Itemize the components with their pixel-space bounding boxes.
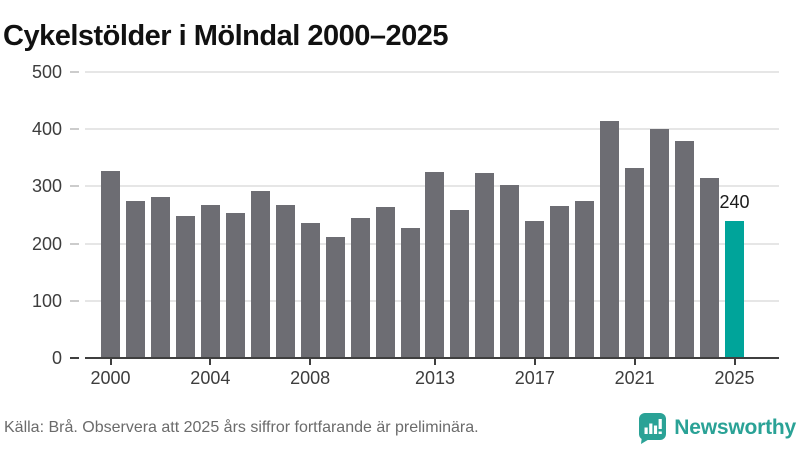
x-axis-label-2013: 2013 [414,368,455,388]
bar-2024 [700,178,720,358]
footer: Källa: Brå. Observera att 2025 års siffr… [4,410,796,446]
gridline-500 [85,71,779,73]
x-axis-label-2025: 2025 [714,368,755,388]
bar-2023 [675,140,695,358]
bar-2014 [450,209,470,358]
x-axis-tick-2013 [433,359,436,365]
bar-2006 [250,190,270,358]
source-note: Källa: Brå. Observera att 2025 års siffr… [4,419,479,436]
y-axis-label-100: 100 [31,290,62,311]
bar-2010 [350,217,370,358]
bar-2021 [625,167,645,358]
y-axis-tick-500 [70,71,79,73]
bar-2018 [550,205,570,358]
bar-2004 [200,205,220,358]
bar-2022 [650,128,670,358]
bar-2016 [500,185,520,358]
x-axis-tick-2017 [533,359,536,365]
x-axis-label-2008: 2008 [290,368,331,388]
y-axis-tick-0 [70,357,79,359]
bar-2000 [101,170,120,358]
y-axis-tick-200 [70,242,79,245]
bar-2007 [275,205,295,358]
bar-2003 [175,216,195,358]
x-axis-line [85,356,779,359]
x-axis-label-2004: 2004 [190,368,231,388]
y-axis-label-0: 0 [51,348,62,368]
y-axis-tick-300 [70,185,79,188]
bar-2008 [300,223,320,358]
bar-2020 [600,121,620,358]
highlight-value-label: 240 [719,191,750,212]
plot-area: 0 100 200 300 400 500 240 2000 2004 2008 2013 2017 2… [32,63,779,388]
bar-chart-speech-bubble-icon [639,413,667,444]
bar-2005 [225,212,245,358]
bar-2012 [400,228,420,358]
page-title: Cykelstölder i Mölndal 2000–2025 [3,20,449,53]
bar-2017 [525,220,545,358]
gridline-400 [85,128,779,131]
y-axis-tick-400 [70,128,79,131]
bar-2002 [150,197,170,358]
y-axis-tick-100 [70,299,79,302]
x-axis-label-2021: 2021 [614,368,655,388]
bar-2011 [375,207,395,358]
x-axis-tick-2000 [109,359,112,365]
x-axis-tick-2008 [309,359,312,365]
newsworthy-logo: Newsworthy [637,412,796,444]
bar-2025 [725,220,744,358]
bar-2019 [575,200,595,358]
bar-2001 [125,200,145,358]
x-axis-label-2000: 2000 [90,368,131,388]
bar-2013 [425,172,445,358]
bar-chart: 0 100 200 300 400 500 240 2000 2004 2008 2013 2017 2… [32,63,779,388]
y-axis-label-300: 300 [31,176,62,197]
y-axis-label-200: 200 [31,233,62,254]
y-axis-label-400: 400 [31,119,62,140]
bar-2009 [325,236,345,358]
bar-2015 [475,173,495,358]
x-axis-tick-2021 [633,359,636,365]
y-axis-label-500: 500 [31,62,62,82]
x-axis-label-2017: 2017 [514,368,555,388]
x-axis-tick-2004 [209,359,212,365]
x-axis-tick-2025 [733,359,736,365]
newsworthy-wordmark: Newsworthy [674,416,796,439]
